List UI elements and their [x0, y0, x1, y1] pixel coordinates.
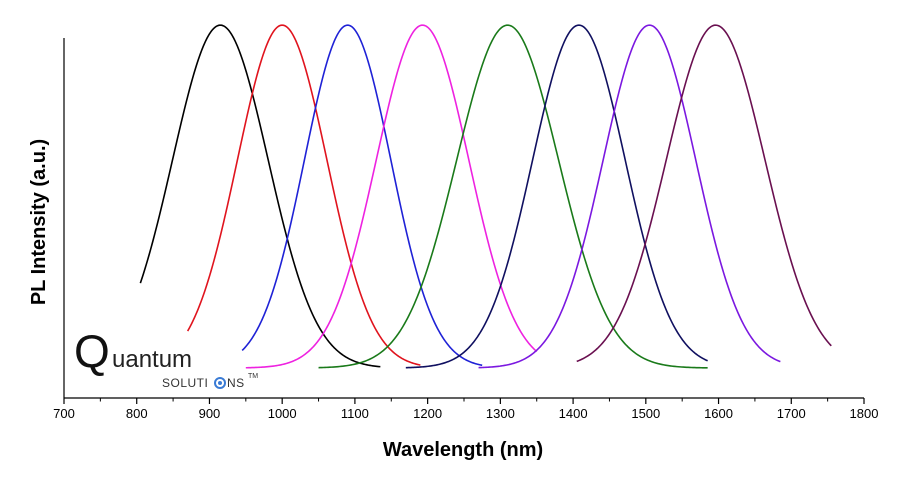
x-tick-label: 1600 [704, 406, 733, 421]
x-tick-label: 1000 [268, 406, 297, 421]
spectrum-line-3 [241, 24, 483, 367]
y-axis-title: PL Intensity (a.u.) [28, 139, 50, 305]
x-ticks: 700 800 900 1000 1100 1200 1300 1400 1500 1600 170… [53, 398, 878, 421]
x-tick-label: 1800 [850, 406, 879, 421]
x-tick-label: 1300 [486, 406, 515, 421]
x-tick-label: 1200 [413, 406, 442, 421]
spectrum-line-1 [139, 24, 381, 368]
curves-layer [139, 24, 832, 369]
spectrum-line-5 [318, 24, 708, 369]
spectrum-line-4 [245, 24, 538, 369]
x-tick-label: 1400 [559, 406, 588, 421]
x-tick-label: 900 [199, 406, 221, 421]
logo-sub-right: NS [227, 376, 245, 390]
x-tick-label: 1100 [341, 406, 369, 421]
logo-q: Q [74, 325, 110, 377]
x-tick-label: 800 [126, 406, 148, 421]
x-tick-label: 700 [53, 406, 75, 421]
logo-sub-left: SOLUTI [162, 376, 208, 390]
quantum-solutions-logo: Q uantum SOLUTI NS TM [74, 325, 258, 390]
logo-wordmark: uantum [112, 346, 192, 373]
spectrum-line-7 [478, 24, 781, 369]
spectrum-line-8 [576, 24, 832, 363]
spectrum-line-2 [186, 24, 421, 366]
spectrum-line-6 [405, 24, 708, 369]
x-tick-label: 1500 [631, 406, 660, 421]
x-axis-title: Wavelength (nm) [383, 439, 543, 461]
axes-layer [63, 38, 864, 399]
logo-tm: TM [248, 373, 258, 380]
logo-dot-icon [218, 381, 222, 385]
x-tick-label: 1700 [777, 406, 806, 421]
